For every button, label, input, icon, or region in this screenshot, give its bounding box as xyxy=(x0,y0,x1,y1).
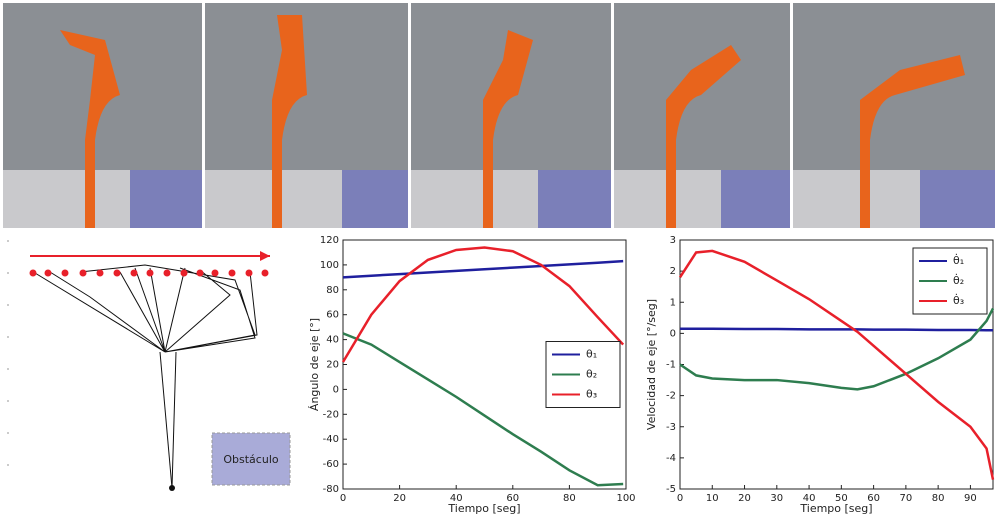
x-tick-label: 0 xyxy=(340,493,346,504)
x-tick-label: 80 xyxy=(932,493,945,504)
y-tick-label: 40 xyxy=(326,335,339,346)
photo xyxy=(3,3,202,228)
y-axis-label: Ángulo de eje [°] xyxy=(308,318,321,411)
y-tick-label: 20 xyxy=(326,360,339,371)
legend-label: θ̇₂ xyxy=(953,273,964,287)
y-tick-label: -1 xyxy=(666,360,676,371)
y-tick-label: 100 xyxy=(320,260,339,271)
y-tick-label: 120 xyxy=(320,235,339,246)
y-tick-label: 60 xyxy=(326,310,339,321)
photo xyxy=(614,3,790,228)
legend-label: θ̇₁ xyxy=(953,253,964,267)
y-tick-label: 0 xyxy=(333,384,339,395)
y-tick-label: -3 xyxy=(666,422,676,433)
y-tick-label: -5 xyxy=(666,484,676,495)
y-tick-label: 0 xyxy=(670,328,676,339)
y-tick-label: -4 xyxy=(666,453,676,464)
x-tick-label: 0 xyxy=(677,493,683,504)
y-tick-label: 2 xyxy=(670,266,676,277)
legend-label: θ₃ xyxy=(586,388,597,401)
x-tick-label: 20 xyxy=(393,493,406,504)
photo xyxy=(205,3,408,228)
x-tick-label: 70 xyxy=(900,493,913,504)
y-tick-label: 1 xyxy=(670,297,676,308)
y-axis-label: Velocidad de eje [°/seg] xyxy=(645,299,658,430)
x-tick-label: 90 xyxy=(964,493,977,504)
x-tick-label: 80 xyxy=(563,493,576,504)
x-tick-label: 100 xyxy=(616,493,635,504)
x-tick-label: 30 xyxy=(770,493,783,504)
x-axis-label: Tiempo [seg] xyxy=(447,502,520,515)
photo xyxy=(411,3,611,228)
legend-label: θ₁ xyxy=(586,348,597,361)
y-tick-label: -60 xyxy=(323,459,339,470)
legend-label: θ₂ xyxy=(586,368,597,381)
y-tick-label: -80 xyxy=(323,484,339,495)
y-tick-label: 80 xyxy=(326,285,339,296)
y-tick-label: -20 xyxy=(323,409,339,420)
legend-label: θ̇₃ xyxy=(953,293,964,307)
photo-strip xyxy=(3,3,995,228)
x-tick-label: 20 xyxy=(738,493,751,504)
y-tick-label: -40 xyxy=(323,434,339,445)
arm-diagram: Obstáculo xyxy=(8,240,290,491)
y-tick-label: 3 xyxy=(670,235,676,246)
x-tick-label: 10 xyxy=(706,493,719,504)
x-axis-label: Tiempo [seg] xyxy=(799,502,872,515)
figure: Obstáculo -80-60-40-20020406080100120020… xyxy=(0,0,995,518)
series-line xyxy=(680,329,993,331)
obstacle-label: Obstáculo xyxy=(223,453,279,466)
photo xyxy=(793,3,995,228)
y-tick-label: -2 xyxy=(666,391,676,402)
